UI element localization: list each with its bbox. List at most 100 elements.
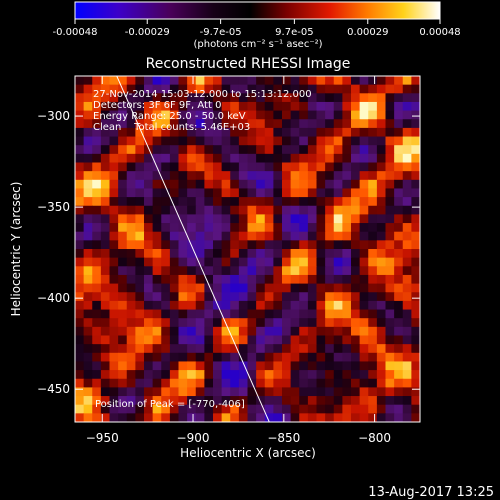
- heatmap-cell: [204, 179, 214, 190]
- heatmap-cell: [325, 188, 335, 198]
- heatmap-cell: [195, 274, 205, 285]
- heatmap-cell: [221, 76, 231, 86]
- heatmap-cell: [100, 197, 111, 207]
- heatmap-cell: [100, 300, 111, 311]
- heatmap-cell: [333, 274, 343, 285]
- heatmap-cell: [402, 413, 412, 422]
- heatmap-cell: [126, 153, 136, 164]
- heatmap-cell: [290, 231, 300, 241]
- heatmap-cell: [100, 119, 111, 129]
- heatmap-cell: [187, 171, 197, 181]
- heatmap-cell: [213, 84, 223, 94]
- heatmap-cell: [109, 309, 119, 319]
- heatmap-cell: [75, 335, 85, 345]
- heatmap-cell: [169, 188, 180, 198]
- heatmap-cell: [109, 197, 119, 207]
- heatmap-cell: [307, 396, 318, 406]
- heatmap-cell: [83, 162, 93, 172]
- heatmap-cell: [273, 326, 283, 337]
- heatmap-cell: [307, 171, 318, 181]
- heatmap-cell: [238, 266, 249, 276]
- heatmap-cell: [213, 274, 223, 285]
- heatmap-cell: [169, 352, 180, 363]
- heatmap-cell: [230, 153, 240, 164]
- heatmap-cell: [316, 370, 326, 380]
- heatmap-cell: [83, 127, 93, 138]
- heatmap-cell: [351, 361, 361, 371]
- heatmap-cell: [299, 326, 309, 337]
- heatmap-cell: [299, 93, 309, 103]
- heatmap-cell: [368, 274, 378, 285]
- heatmap-cell: [204, 214, 214, 224]
- heatmap-cell: [126, 274, 136, 285]
- heatmap-cell: [178, 231, 188, 241]
- heatmap-cell: [351, 214, 361, 224]
- heatmap-cell: [385, 396, 395, 406]
- heatmap-cell: [368, 335, 378, 345]
- heatmap-cell: [195, 153, 205, 164]
- heatmap-cell: [92, 136, 102, 146]
- heatmap-cell: [333, 292, 343, 302]
- heatmap-cell: [325, 249, 335, 259]
- heatmap-cell: [351, 344, 361, 354]
- heatmap-cell: [221, 197, 231, 207]
- info-detectors: Detectors: 3F 6F 9F, Att 0: [93, 100, 221, 111]
- heatmap-cell: [187, 145, 197, 155]
- heatmap-cell: [307, 370, 318, 380]
- heatmap-cell: [204, 326, 214, 337]
- heatmap-cell: [307, 231, 318, 241]
- heatmap-cell: [118, 344, 128, 354]
- heatmap-cell: [359, 153, 369, 164]
- heatmap-cell: [394, 188, 404, 198]
- heatmap-cell: [92, 101, 102, 112]
- heatmap-cell: [238, 153, 249, 164]
- heatmap-cell: [316, 274, 326, 285]
- heatmap-cell: [368, 257, 378, 267]
- heatmap-cell: [411, 231, 420, 241]
- heatmap-cell: [342, 223, 352, 233]
- heatmap-cell: [100, 136, 111, 146]
- heatmap-cell: [273, 127, 283, 138]
- heatmap-cell: [221, 404, 231, 414]
- heatmap-cell: [256, 413, 266, 422]
- heatmap-cell: [187, 205, 197, 215]
- heatmap-cell: [187, 257, 197, 267]
- heatmap-cell: [126, 335, 136, 345]
- heatmap-cell: [152, 205, 162, 215]
- heatmap-cell: [368, 266, 378, 276]
- heatmap-cell: [92, 326, 102, 337]
- heatmap-cell: [376, 127, 387, 138]
- heatmap-cell: [376, 352, 387, 363]
- heatmap-cell: [264, 335, 274, 345]
- heatmap-cell: [92, 249, 102, 259]
- heatmap-cell: [135, 318, 145, 328]
- heatmap-cell: [385, 335, 395, 345]
- heatmap-cell: [169, 119, 180, 129]
- heatmap-cell: [316, 153, 326, 164]
- heatmap-cell: [195, 197, 205, 207]
- heatmap-cell: [135, 162, 145, 172]
- heatmap-cell: [144, 119, 154, 129]
- heatmap-cell: [152, 231, 162, 241]
- heatmap-cell: [144, 240, 154, 250]
- heatmap-cell: [152, 249, 162, 259]
- heatmap-cell: [264, 119, 274, 129]
- heatmap-cell: [333, 344, 343, 354]
- heatmap-cell: [376, 274, 387, 285]
- heatmap-cell: [161, 387, 171, 397]
- heatmap-cell: [342, 93, 352, 103]
- heatmap-cell: [256, 300, 266, 311]
- heatmap-cell: [299, 396, 309, 406]
- heatmap-cell: [213, 326, 223, 337]
- heatmap-cell: [204, 283, 214, 293]
- heatmap-cell: [178, 249, 188, 259]
- heatmap-cell: [83, 413, 93, 422]
- heatmap-cell: [195, 387, 205, 397]
- heatmap-cell: [118, 370, 128, 380]
- heatmap-cell: [204, 127, 214, 138]
- heatmap-cell: [75, 197, 85, 207]
- heatmap-cell: [230, 318, 240, 328]
- x-axis-label: Heliocentric X (arcsec): [180, 446, 316, 460]
- heatmap-cell: [333, 378, 343, 388]
- heatmap-cell: [75, 84, 85, 94]
